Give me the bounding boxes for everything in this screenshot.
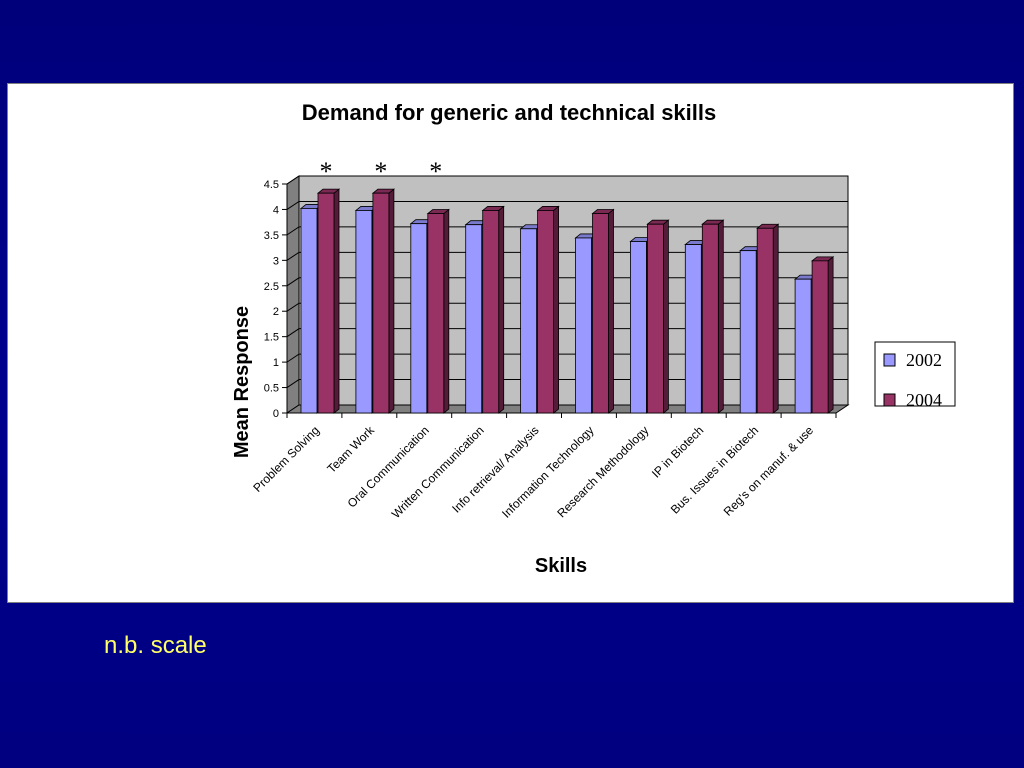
- category-label: IP in Biotech: [649, 423, 706, 480]
- bar-2004: [371, 188, 396, 414]
- bar-front: [794, 278, 812, 414]
- chart-title: Demand for generic and technical skills: [301, 100, 717, 125]
- bar-side: [608, 208, 614, 414]
- bar-front: [427, 213, 445, 414]
- bar-front: [575, 237, 592, 414]
- bar-front: [410, 223, 428, 414]
- y-tick-label: 0.5: [264, 383, 279, 395]
- bar-2004: [701, 219, 725, 414]
- bar-2004: [316, 188, 341, 414]
- y-tick-label: 4.5: [264, 179, 279, 191]
- significance-asterisk: *: [320, 157, 333, 186]
- bar-side: [772, 223, 779, 414]
- bar-front: [482, 210, 500, 414]
- bar-2004: [810, 256, 835, 414]
- y-tick-label: 1: [273, 357, 279, 369]
- bar-side: [827, 256, 834, 414]
- bar-side: [663, 219, 669, 414]
- bar-front: [756, 227, 774, 414]
- bar-side: [553, 205, 559, 414]
- x-axis-title: Skills: [535, 555, 587, 577]
- bar-2004: [591, 208, 615, 414]
- bar-side: [443, 208, 450, 414]
- bar-2004: [756, 223, 780, 414]
- y-tick-label: 2.5: [264, 281, 279, 293]
- y-tick-label: 4: [273, 204, 279, 216]
- bar-chart: 0 0.5 1 1.5 2 2.5 3 3.5 4 4.5 Problem Solving Team…: [231, 157, 956, 577]
- bar-front: [630, 241, 647, 414]
- y-tick-label: 2: [273, 306, 279, 318]
- bar-2004: [426, 208, 450, 414]
- legend-label: 2004: [906, 390, 942, 410]
- category-label: Problem Solving: [250, 423, 322, 495]
- bar-front: [465, 224, 483, 414]
- scale-note: n.b. scale: [104, 632, 207, 659]
- bar-front: [701, 223, 719, 414]
- plot-side-wall: [286, 175, 300, 414]
- bar-front: [647, 223, 664, 414]
- bar-front: [592, 213, 609, 414]
- y-tick-label: 0: [273, 408, 279, 420]
- significance-asterisk: *: [374, 157, 387, 186]
- y-tick-label: 3.5: [264, 230, 279, 242]
- bar-2004: [481, 205, 505, 414]
- category-label: Reg's on manuf. & use: [721, 423, 817, 519]
- legend-swatch: [883, 353, 896, 367]
- bar-front: [739, 250, 757, 414]
- y-tick-label: 3: [273, 255, 279, 267]
- bar-side: [717, 219, 724, 414]
- category-label: Research Methodology: [554, 423, 651, 520]
- y-tick-labels: 0 0.5 1 1.5 2 2.5 3 3.5 4 4.5: [264, 179, 279, 420]
- bar-2004: [536, 205, 560, 414]
- gridline: [286, 175, 848, 185]
- bar-side: [498, 205, 505, 414]
- category-label: Written Communication: [389, 423, 487, 521]
- category-label: Team Work: [324, 423, 377, 476]
- significance-asterisk: *: [429, 157, 442, 186]
- annotations: * * *: [320, 157, 443, 186]
- bar-front: [537, 210, 554, 414]
- bar-front: [520, 228, 537, 414]
- category-label: Information Technology: [499, 423, 596, 520]
- legend-swatch: [883, 393, 896, 407]
- bar-2004: [646, 219, 670, 414]
- legend: 2002 2004: [874, 341, 956, 410]
- bar-front: [355, 210, 373, 414]
- gridline: [286, 200, 848, 210]
- bar-front: [372, 192, 390, 414]
- legend-label: 2002: [906, 350, 942, 370]
- bar-front: [684, 244, 702, 414]
- bar-side: [388, 188, 395, 414]
- y-tick-label: 1.5: [264, 332, 279, 344]
- bar-front: [811, 260, 829, 414]
- y-axis-title: Mean Response: [231, 306, 253, 458]
- bar-side: [333, 188, 340, 414]
- bar-front: [300, 208, 318, 414]
- bars: [299, 188, 835, 414]
- chart-panel: 0 0.5 1 1.5 2 2.5 3 3.5 4 4.5 Problem Solving Team…: [7, 83, 1014, 603]
- bar-front: [317, 192, 335, 414]
